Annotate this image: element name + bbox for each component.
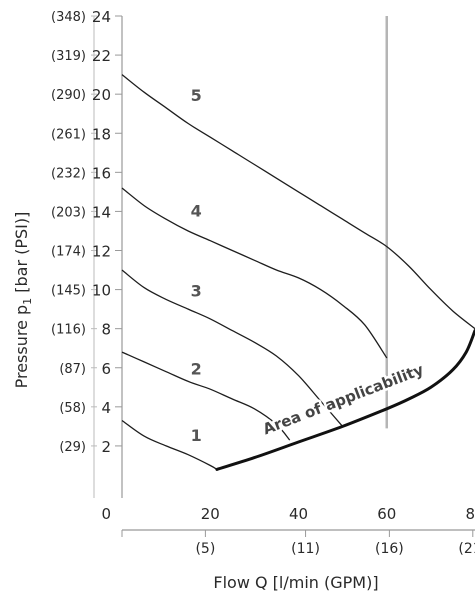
y-secondary-tick-label: (232) — [51, 166, 86, 181]
series-lines — [121, 74, 475, 471]
curve-label-1: 1 — [191, 426, 202, 445]
y-tick-label: 4 — [101, 399, 111, 417]
curve-labels: 1 2 3 4 5 — [191, 86, 202, 445]
y-secondary-tick-label: (290) — [51, 88, 86, 103]
y-secondary-tick-label: (145) — [51, 284, 86, 299]
origin-label: 0 — [101, 505, 111, 523]
x-secondary-tick-label: (16) — [375, 541, 404, 557]
y-secondary-tick-label: (319) — [51, 49, 86, 64]
curve-label-3: 3 — [191, 282, 202, 301]
y-axis-title-main: Pressure p — [12, 305, 31, 389]
y-tick-label: 6 — [101, 360, 111, 378]
x-axis-title: Flow Q [l/min (GPM)] — [213, 573, 378, 592]
y-tick-label: 18 — [92, 125, 111, 143]
y-tick-label: 12 — [92, 243, 111, 261]
tick-labels: 2(29)4(58)6(87)8(116)10(145)12(174)14(20… — [51, 8, 475, 557]
axes — [93, 16, 475, 531]
y-secondary-tick-label: (174) — [51, 245, 86, 260]
y-axis-title-rest: [bar (PSI)] — [12, 212, 31, 298]
series-line-2 — [121, 351, 291, 441]
x-secondary-tick-label: (11) — [291, 541, 320, 557]
y-axis-title-subscript: 1 — [21, 298, 34, 305]
y-axis-title: Pressure p1 [bar (PSI)] — [12, 212, 34, 389]
x-tick-label: 40 — [289, 505, 308, 523]
y-secondary-tick-label: (29) — [59, 440, 86, 455]
series-line-5 — [121, 74, 475, 330]
x-secondary-tick-label: (5) — [195, 541, 215, 557]
y-tick-label: 14 — [92, 203, 111, 221]
series-line-3 — [121, 269, 344, 427]
applicability-boundary-line — [215, 329, 475, 471]
y-secondary-tick-label: (87) — [59, 362, 86, 377]
y-secondary-tick-label: (116) — [51, 323, 86, 338]
y-secondary-tick-label: (261) — [51, 127, 86, 142]
x-secondary-tick-label: (21) — [458, 541, 475, 557]
y-tick-label: 24 — [92, 8, 111, 26]
curve-label-4: 4 — [191, 201, 202, 220]
y-secondary-tick-label: (203) — [51, 205, 86, 220]
y-tick-label: 2 — [101, 438, 111, 456]
x-tick-label: 60 — [377, 505, 396, 523]
y-tick-label: 20 — [92, 86, 111, 104]
series-line-1 — [121, 419, 218, 470]
x-tick-label: 80 — [465, 505, 475, 523]
curve-label-5: 5 — [191, 86, 202, 105]
series-line-4 — [121, 187, 388, 359]
x-tick-label: 20 — [201, 505, 220, 523]
y-tick-label: 22 — [92, 47, 111, 65]
y-secondary-tick-label: (58) — [59, 401, 86, 416]
curve-label-2: 2 — [191, 360, 202, 379]
y-tick-label: 16 — [92, 164, 111, 182]
y-tick-label: 10 — [92, 282, 111, 300]
y-tick-label: 8 — [101, 321, 111, 339]
y-secondary-tick-label: (348) — [51, 10, 86, 25]
